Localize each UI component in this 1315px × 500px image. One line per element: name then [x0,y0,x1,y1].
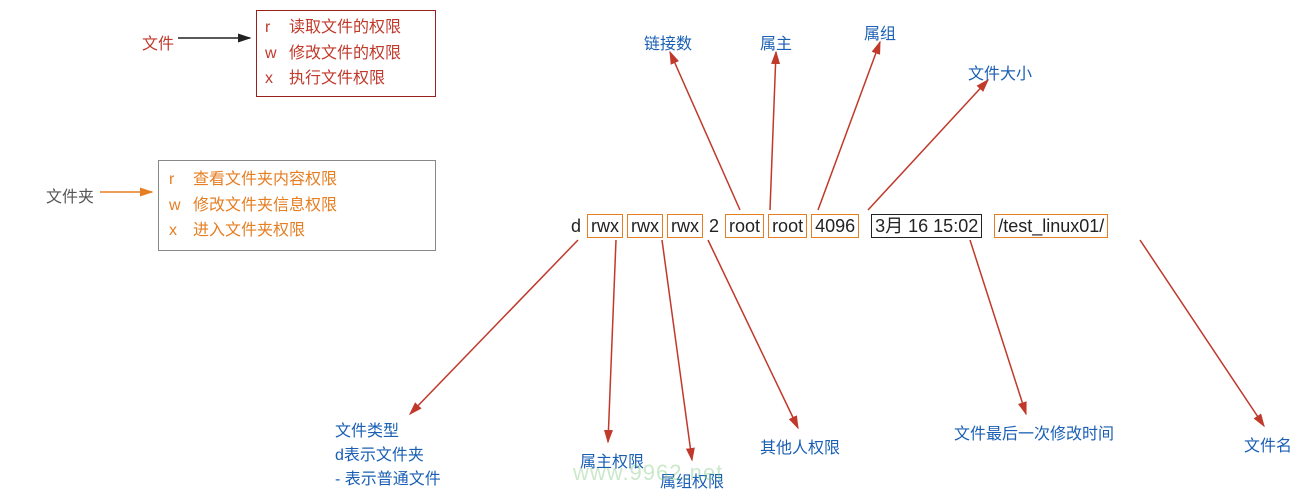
ls-name: /test_linux01/ [994,214,1108,238]
ls-owner: root [725,214,764,238]
folder-perm-w: w 修改文件夹信息权限 [169,193,425,219]
label-links: 链接数 [644,30,692,54]
perm-key-x: x [265,66,289,92]
ls-date: 3月 16 15:02 [871,214,982,238]
folder-label: 文件夹 [46,183,94,207]
file-label: 文件 [142,30,174,54]
ls-group: root [768,214,807,238]
arrow-oth_dn [708,240,798,428]
perm-text-x: 执行文件权限 [289,66,385,92]
folder-perm-box: r 查看文件夹内容权限 w 修改文件夹信息权限 x 进入文件夹权限 [158,160,436,251]
watermark: www.9962.net [573,460,723,486]
ls-rwx-owner: rwx [587,214,623,238]
arrow-grp_dn [662,240,692,460]
perm-text-w: 修改文件夹信息权限 [193,193,337,219]
file-perm-w: w 修改文件的权限 [265,41,427,67]
arrow-group_up [818,42,880,210]
perm-key-r: r [265,15,289,41]
perm-text-x: 进入文件夹权限 [193,218,305,244]
ls-links: 2 [705,216,723,237]
perm-text-r: 读取文件的权限 [289,15,401,41]
label-type: 文件类型 d表示文件夹 - 表示普通文件 [335,420,441,492]
label-type-1: 文件类型 [335,420,441,444]
perm-key-x: x [169,218,193,244]
perm-key-w: w [265,41,289,67]
arrow-type_dn [410,240,578,414]
ls-rwx-other: rwx [667,214,703,238]
arrow-own_dn [608,240,616,442]
arrow-owner_up [770,52,776,210]
label-type-2: d表示文件夹 [335,444,441,468]
ls-rwx-group: rwx [627,214,663,238]
label-fname: 文件名 [1244,432,1292,456]
ls-type: d [567,216,585,237]
folder-perm-x: x 进入文件夹权限 [169,218,425,244]
label-owner: 属主 [760,30,792,54]
file-perm-box: r 读取文件的权限 w 修改文件的权限 x 执行文件权限 [256,10,436,97]
perm-key-r: r [169,167,193,193]
label-mtime: 文件最后一次修改时间 [954,420,1114,444]
arrow-mtime_dn [970,240,1026,414]
ls-row: d rwx rwx rwx 2 root root 4096 3月 16 15:… [567,214,1110,238]
file-perm-x: x 执行文件权限 [265,66,427,92]
folder-perm-r: r 查看文件夹内容权限 [169,167,425,193]
perm-text-r: 查看文件夹内容权限 [193,167,337,193]
arrow-size_up [868,80,988,210]
perm-text-w: 修改文件的权限 [289,41,401,67]
label-size: 文件大小 [968,60,1032,84]
label-group: 属组 [864,20,896,44]
label-other-perm: 其他人权限 [760,434,840,458]
arrow-links_up [670,52,740,210]
arrow-fname_dn [1140,240,1264,426]
file-perm-r: r 读取文件的权限 [265,15,427,41]
ls-size: 4096 [811,214,859,238]
perm-key-w: w [169,193,193,219]
label-type-3: - 表示普通文件 [335,468,441,492]
